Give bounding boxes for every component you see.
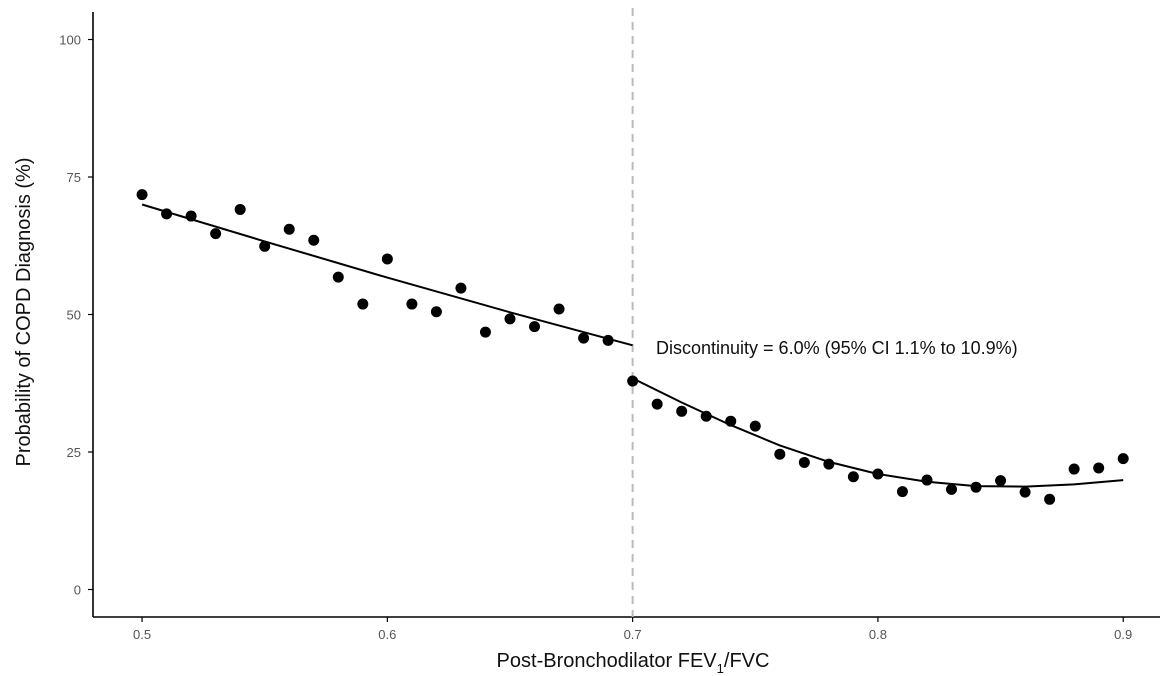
- data-point: [357, 298, 369, 310]
- x-tick-label: 0.5: [133, 627, 151, 642]
- data-point: [798, 456, 810, 468]
- x-axis-title-main: Post-Bronchodilator FEV: [497, 650, 718, 672]
- data-point: [185, 210, 197, 222]
- data-point: [283, 223, 295, 235]
- x-tick-label: 0.7: [624, 627, 642, 642]
- data-point: [136, 189, 148, 201]
- data-point: [578, 332, 590, 344]
- data-point: [1117, 453, 1129, 465]
- data-point: [774, 448, 786, 460]
- data-point: [259, 240, 271, 252]
- fit-line-left: [141, 203, 633, 347]
- y-tick-label: 100: [59, 33, 81, 48]
- y-tick-label: 25: [67, 445, 81, 460]
- data-point: [553, 303, 565, 315]
- data-point: [406, 298, 418, 310]
- data-point: [308, 234, 320, 246]
- x-axis-title-subscript: 1: [717, 661, 724, 676]
- data-point: [725, 415, 737, 427]
- data-point: [479, 326, 491, 338]
- data-point: [823, 458, 835, 470]
- y-tick-label: 0: [74, 583, 81, 598]
- data-point: [1044, 493, 1056, 505]
- data-point: [872, 468, 884, 480]
- x-tick-label: 0.9: [1114, 627, 1132, 642]
- x-axis-title-tail: /FVC: [724, 650, 770, 672]
- y-axis-title: Probability of COPD Diagnosis (%): [13, 158, 35, 467]
- data-point: [381, 253, 393, 265]
- data-point: [234, 203, 246, 215]
- data-point: [430, 306, 442, 318]
- data-point: [455, 282, 467, 294]
- data-point: [847, 471, 859, 483]
- data-point: [921, 474, 933, 486]
- data-point: [946, 483, 958, 495]
- data-point: [602, 334, 614, 346]
- data-point: [1093, 462, 1105, 474]
- y-tick-label: 75: [67, 170, 81, 185]
- data-point: [651, 398, 663, 410]
- data-point: [210, 228, 222, 240]
- data-point: [700, 410, 712, 422]
- x-axis-title: Post-Bronchodilator FEV1/FVC: [497, 650, 770, 676]
- discontinuity-annotation: Discontinuity = 6.0% (95% CI 1.1% to 10.…: [656, 338, 1018, 358]
- data-point: [970, 481, 982, 493]
- x-tick-label: 0.8: [869, 627, 887, 642]
- data-point: [1068, 463, 1080, 475]
- data-point: [161, 208, 173, 220]
- data-point: [995, 475, 1007, 487]
- data-point: [1019, 486, 1031, 498]
- data-point: [627, 375, 639, 387]
- data-point: [332, 271, 344, 283]
- y-tick-label: 50: [67, 308, 81, 323]
- data-point: [504, 313, 516, 325]
- data-point: [749, 420, 761, 432]
- data-point: [896, 486, 908, 498]
- data-point: [529, 321, 541, 333]
- data-point: [676, 405, 688, 417]
- x-tick-label: 0.6: [378, 627, 396, 642]
